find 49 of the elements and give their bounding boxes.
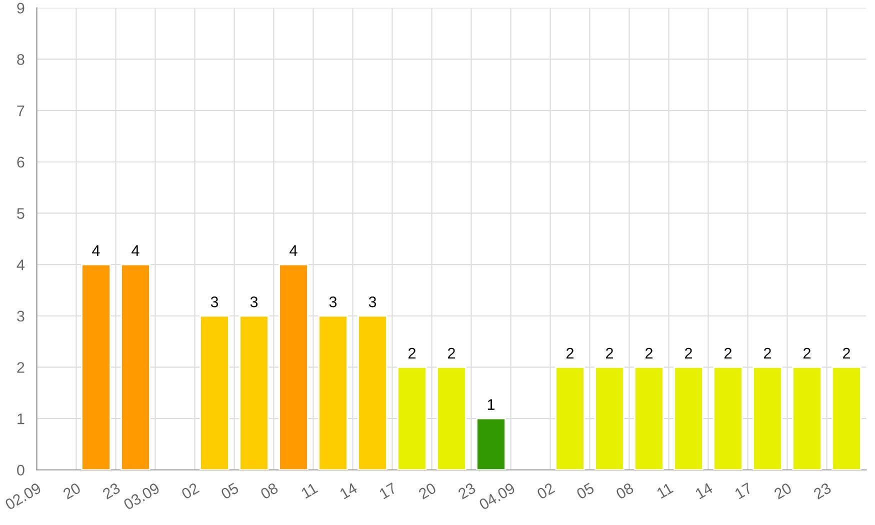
- data-label: 2: [804, 348, 810, 358]
- y-tick-label: 6: [17, 156, 24, 168]
- x-tick-label: 14: [339, 482, 358, 500]
- x-tick-label: 23: [102, 482, 121, 500]
- x-tick-label: 03.09: [122, 482, 160, 510]
- data-label: 1: [488, 399, 495, 410]
- x-tick-label: 17: [378, 482, 398, 500]
- x-tick-label: 05: [576, 482, 595, 500]
- x-tick-label: 23: [457, 482, 476, 500]
- data-label: 2: [448, 348, 455, 358]
- data-label: 3: [329, 296, 337, 308]
- y-tick-label: 4: [16, 260, 24, 270]
- y-tick-label: 3: [17, 310, 24, 322]
- data-label: 4: [290, 245, 298, 256]
- data-label: 4: [92, 245, 100, 256]
- x-tick-label: 20: [418, 482, 437, 500]
- data-label: 2: [764, 348, 771, 358]
- x-tick-label: 02.09: [4, 482, 42, 510]
- data-label: 3: [250, 296, 258, 308]
- y-tick-label: 0: [17, 464, 24, 476]
- x-tick-label: 20: [773, 482, 792, 500]
- data-label: 3: [210, 296, 218, 308]
- data-label: 2: [646, 348, 652, 358]
- x-tick-label: 04.09: [478, 482, 516, 510]
- x-tick-label: 23: [812, 482, 832, 500]
- y-tick-label: 1: [18, 414, 24, 424]
- y-tick-label: 9: [17, 2, 24, 14]
- x-tick-label: 20: [62, 482, 82, 500]
- data-label: 2: [566, 348, 574, 358]
- data-label: 2: [408, 348, 416, 358]
- data-label: 2: [685, 348, 692, 358]
- x-tick-label: 05: [220, 482, 240, 500]
- x-tick-label: 02: [536, 482, 556, 500]
- y-tick-label: 7: [17, 106, 24, 116]
- x-tick-label: 11: [656, 482, 674, 499]
- data-label: 2: [606, 348, 613, 358]
- data-label: 3: [368, 296, 376, 308]
- x-tick-label: 08: [260, 482, 279, 500]
- x-tick-label: 14: [694, 482, 714, 500]
- data-label: 4: [132, 245, 140, 256]
- data-label: 2: [843, 348, 850, 358]
- x-tick-label: 08: [615, 482, 634, 500]
- x-tick-label: 02: [180, 482, 200, 500]
- data-label: 2: [724, 348, 732, 358]
- y-tick-label: 5: [17, 208, 24, 219]
- x-tick-label: 17: [734, 482, 753, 500]
- y-tick-label: 8: [17, 54, 24, 65]
- x-tick-label: 11: [300, 482, 318, 499]
- y-tick-label: 2: [17, 362, 24, 373]
